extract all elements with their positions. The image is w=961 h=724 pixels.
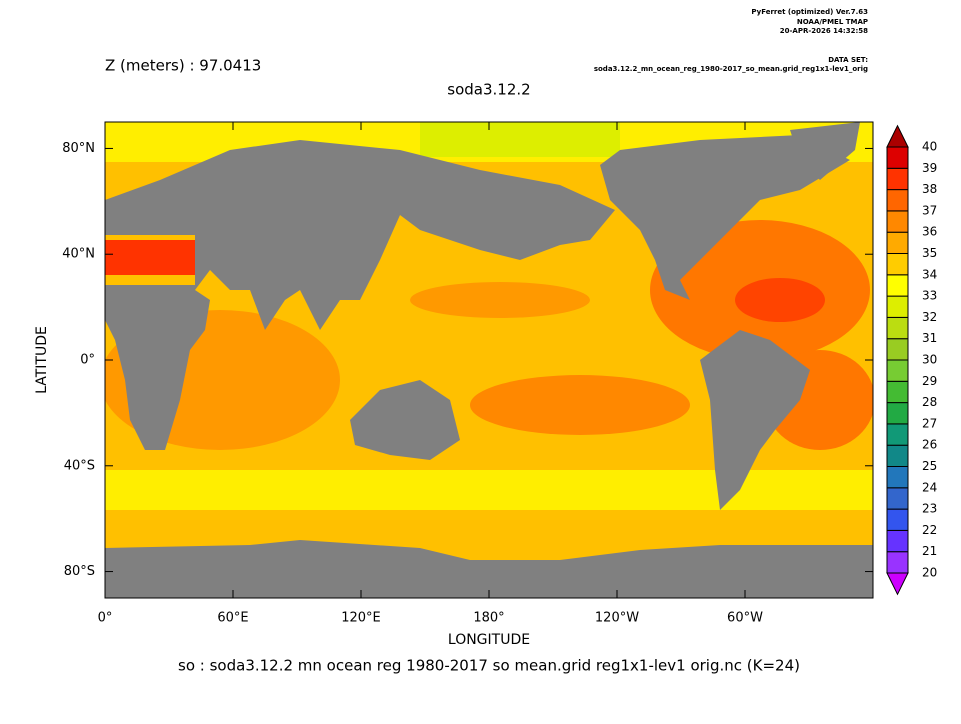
colorbar-label: 27 <box>922 416 937 430</box>
colorbar-band <box>886 316 909 340</box>
title: soda3.12.2 <box>447 81 530 99</box>
arctic-low <box>420 122 620 157</box>
colorbar-band <box>886 338 909 361</box>
colorbar-band <box>886 359 909 382</box>
south-pacific <box>470 375 690 435</box>
depth-label: Z (meters) : 97.0413 <box>105 57 261 75</box>
colorbar-band <box>886 529 909 553</box>
x-tick-label: 180° <box>473 611 504 626</box>
colorbar-label: 20 <box>922 566 937 580</box>
colorbar-band <box>886 210 909 233</box>
x-tick-label: 60°W <box>727 611 763 626</box>
colorbar-label: 35 <box>922 246 937 260</box>
software: PyFerret (optimized) Ver.7.63 <box>751 8 868 16</box>
south-america <box>700 330 810 510</box>
x-tick-label: 120°W <box>595 611 639 626</box>
colorbar-label: 28 <box>922 395 937 409</box>
colorbar-label: 25 <box>922 459 937 473</box>
colorbar: 20 21 22 23 24 25 26 27 28 29 30 31 32 33 34 35 36 37 38 39… <box>886 124 937 596</box>
x-tick-label: 0° <box>98 611 113 626</box>
colorbar-label: 40 <box>922 140 937 154</box>
colorbar-band <box>886 444 909 468</box>
colorbar-label: 26 <box>922 438 937 452</box>
colorbar-band <box>886 487 909 510</box>
colorbar-label: 31 <box>922 331 937 345</box>
y-tick-label: 0° <box>80 353 95 368</box>
x-tick-label: 60°E <box>217 611 248 626</box>
colorbar-band <box>886 295 909 318</box>
map <box>104 121 874 599</box>
antarctica <box>105 540 873 598</box>
colorbar-band <box>886 551 909 574</box>
y-tick-label: 80°N <box>62 141 95 156</box>
colorbar-label: 39 <box>922 161 937 175</box>
colorbar-band <box>886 508 909 531</box>
colorbar-band <box>886 231 909 254</box>
eurasia-africa <box>105 140 615 450</box>
timestamp: 20-APR-2026 14:32:58 <box>780 27 868 35</box>
x-tick-label: 120°E <box>341 611 381 626</box>
colorbar-label: 34 <box>922 267 937 281</box>
footer: so : soda3.12.2 mn ocean reg 1980-2017 s… <box>178 657 800 675</box>
org: NOAA/PMEL TMAP <box>797 18 868 26</box>
x-axis-label: LONGITUDE <box>448 632 530 648</box>
colorbar-extension-high <box>886 124 909 148</box>
colorbar-label: 37 <box>922 203 937 217</box>
colorbar-label: 30 <box>922 353 937 367</box>
mediterranean <box>105 240 195 275</box>
atlantic-core <box>735 278 825 322</box>
dataset: soda3.12.2_mn_ocean_reg_1980-2017_so_mea… <box>594 65 868 73</box>
colorbar-label: 29 <box>922 374 937 388</box>
colorbar-label: 36 <box>922 225 937 239</box>
colorbar-band <box>886 466 909 489</box>
colorbar-band <box>886 146 909 169</box>
north-america <box>600 135 850 300</box>
australia <box>350 380 460 460</box>
y-axis-label: LATITUDE <box>34 326 50 394</box>
colorbar-label: 32 <box>922 310 937 324</box>
colorbar-band <box>886 167 909 191</box>
dataset-label: DATA SET: <box>828 56 868 64</box>
axes: 0° 60°E 120°E 180° 120°W 60°W 80°N 40°N 0° 40°S 80… <box>62 122 873 626</box>
colorbar-label: 23 <box>922 502 937 516</box>
north-pacific <box>410 282 590 318</box>
colorbar-extension-low <box>886 572 909 596</box>
colorbar-label: 22 <box>922 523 937 537</box>
colorbar-band <box>886 380 909 404</box>
colorbar-band <box>886 274 909 297</box>
y-tick-label: 40°S <box>64 458 95 473</box>
y-tick-label: 40°N <box>62 247 95 262</box>
colorbar-band <box>886 253 909 276</box>
colorbar-band <box>886 423 909 446</box>
colorbar-label: 38 <box>922 182 937 196</box>
greenland <box>790 122 860 180</box>
colorbar-label: 33 <box>922 289 937 303</box>
southern-band <box>105 470 873 510</box>
y-tick-label: 80°S <box>64 564 95 579</box>
colorbar-band <box>886 402 909 425</box>
colorbar-band <box>886 189 909 212</box>
colorbar-label: 24 <box>922 480 937 494</box>
colorbar-label: 21 <box>922 544 937 558</box>
